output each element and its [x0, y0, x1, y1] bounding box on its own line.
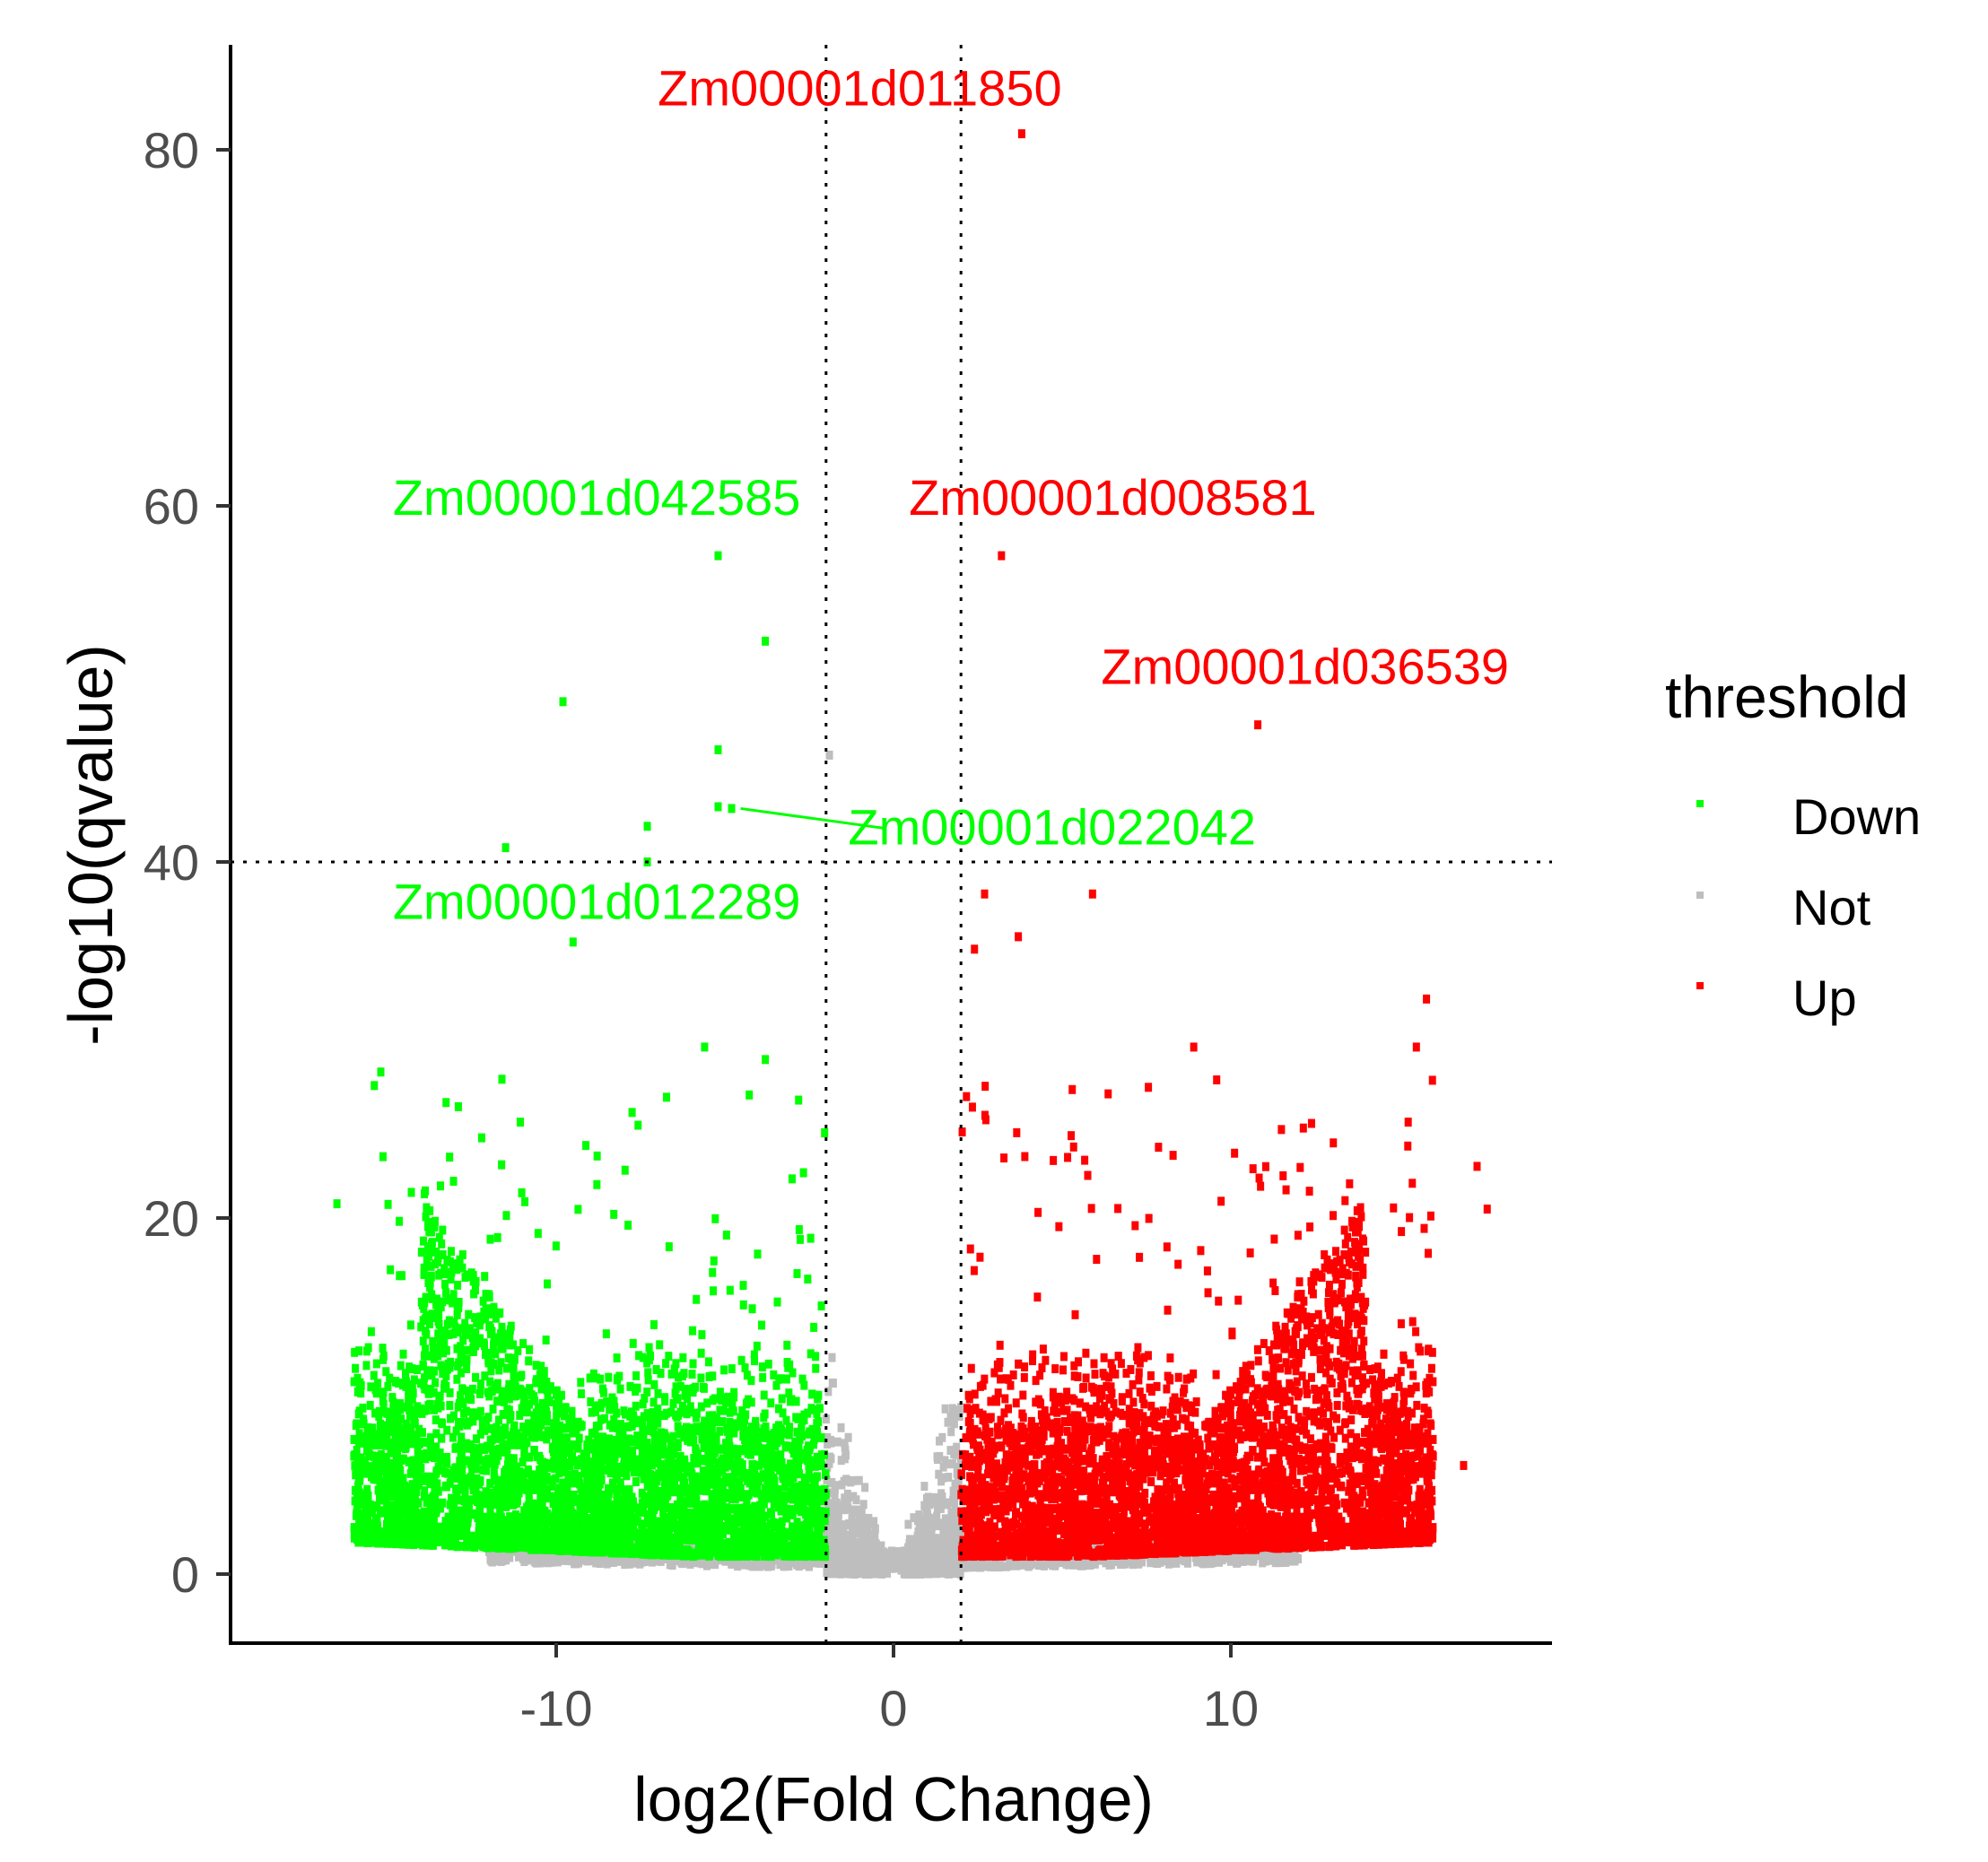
legend-label-not: Not — [1792, 879, 1871, 935]
legend-title: threshold — [1665, 664, 1909, 730]
scatter-points — [333, 129, 1491, 1579]
legend-label-down: Down — [1792, 788, 1921, 845]
y-axis-ticks: 0 20 40 60 80 — [144, 122, 231, 1603]
x-axis-ticks: -10 0 10 — [520, 1643, 1259, 1736]
legend-key-down — [1696, 800, 1704, 807]
x-axis-title: log2(Fold Change) — [633, 1764, 1154, 1834]
gene-label: Zm00001d011850 — [658, 60, 1061, 117]
y-tick-label: 60 — [144, 478, 199, 535]
legend-key-up — [1696, 982, 1704, 989]
y-tick-label: 40 — [144, 834, 199, 891]
threshold-reference-lines — [231, 45, 1552, 1643]
y-axis-title: -log10(qvalue) — [56, 644, 126, 1045]
gene-labels: Zm00001d011850 Zm00001d042585 Zm00001d0085… — [393, 60, 1509, 930]
gene-label: Zm00001d022042 — [848, 798, 1256, 855]
gene-label: Zm00001d036539 — [1101, 639, 1509, 695]
y-tick-label: 80 — [144, 122, 199, 178]
x-tick-label: 10 — [1203, 1680, 1259, 1736]
x-tick-label: -10 — [520, 1680, 593, 1736]
gene-label: Zm00001d042585 — [393, 469, 801, 526]
y-tick-label: 0 — [171, 1546, 199, 1603]
legend-label-up: Up — [1792, 970, 1857, 1026]
x-tick-label: 0 — [879, 1680, 907, 1736]
gene-label: Zm00001d012289 — [393, 874, 801, 930]
legend-key-not — [1696, 892, 1704, 899]
y-tick-label: 20 — [144, 1190, 199, 1247]
gene-label: Zm00001d008581 — [909, 469, 1317, 526]
legend: threshold Down Not Up — [1665, 664, 1921, 1026]
